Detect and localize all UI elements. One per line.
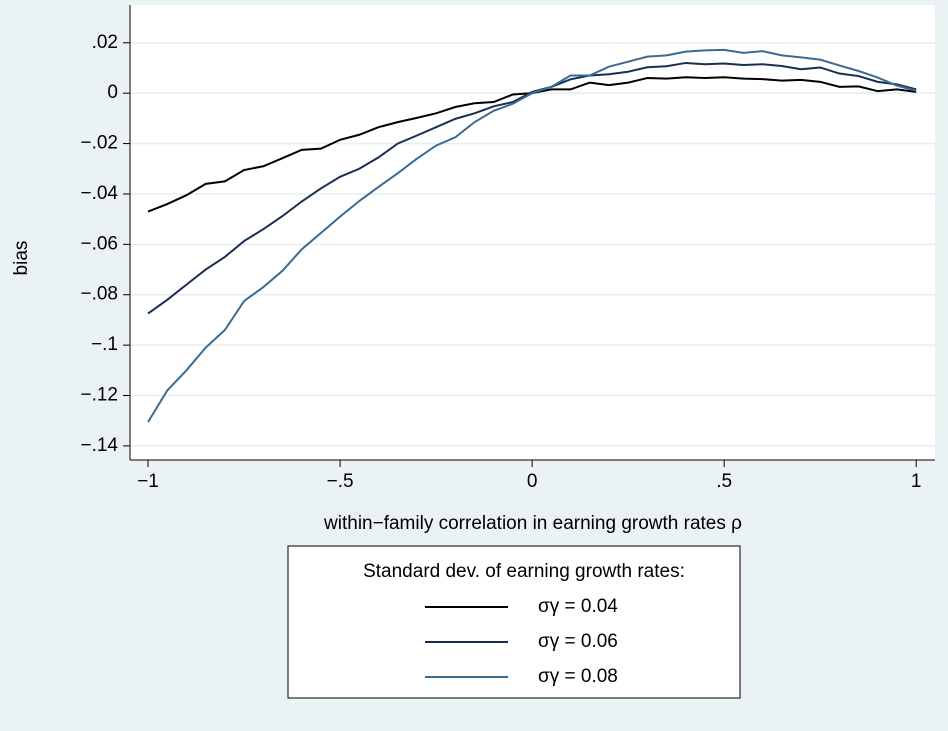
x-tick-label: 0	[527, 471, 538, 492]
y-axis-label: bias	[11, 241, 32, 276]
legend-title: Standard dev. of earning growth rates:	[363, 561, 685, 582]
x-tick-label: −1	[137, 471, 159, 492]
x-tick-label: −.5	[327, 471, 354, 492]
x-tick-label: 1	[911, 471, 922, 492]
series-line	[147, 48, 917, 423]
y-tick-label: −.06	[80, 233, 118, 254]
series-line	[147, 61, 917, 315]
y-tick-label: −.04	[80, 183, 118, 204]
y-tick-label: −.12	[80, 385, 118, 406]
legend-label: σγ = 0.04	[538, 596, 618, 617]
y-tick-label: .02	[92, 32, 118, 53]
y-tick-label: −.08	[80, 284, 118, 305]
y-tick-label: −.14	[80, 435, 118, 456]
legend-label: σγ = 0.08	[538, 666, 618, 687]
legend-label: σγ = 0.06	[538, 631, 618, 652]
y-tick-label: 0	[107, 82, 118, 103]
y-tick-label: −.02	[80, 133, 118, 154]
y-tick-label: −.1	[91, 334, 118, 355]
legend-box	[287, 545, 741, 699]
x-axis-label: within−family correlation in earning gro…	[323, 513, 742, 534]
x-tick-label: .5	[716, 471, 732, 492]
plot-area	[130, 5, 935, 460]
